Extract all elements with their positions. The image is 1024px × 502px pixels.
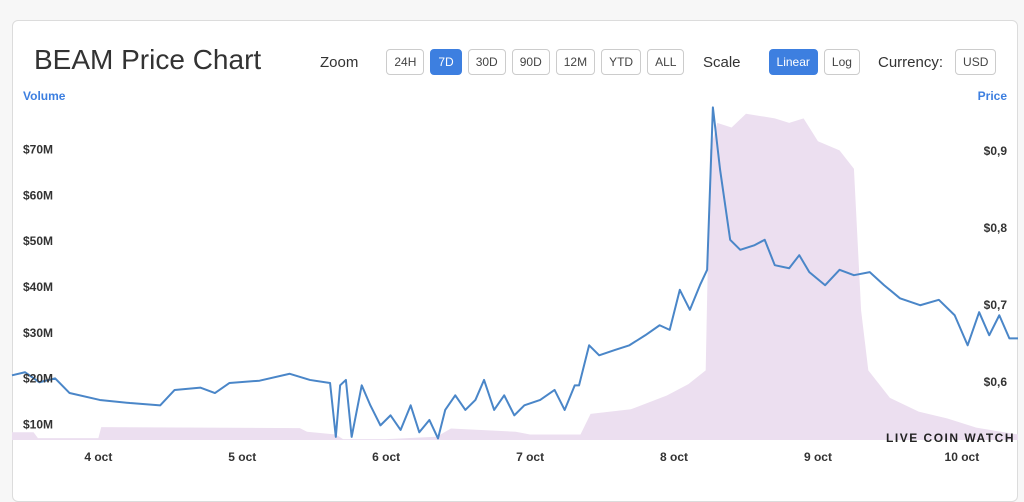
y-tick-label: $20M [23,372,53,386]
x-tick-label: 7 oct [516,450,544,464]
scale-button[interactable]: Linear [768,49,818,75]
y-tick-label: $70M [23,143,53,157]
y2-tick-label: $0,8 [984,221,1008,235]
zoom-group: Zoom 24H 7D 30D 90D 12M YTD ALL [320,49,685,75]
x-tick-label: 6 oct [372,450,400,464]
y-tick-label: $60M [23,188,53,202]
y-axis-title: Volume [23,89,66,103]
scale-group: Scale Linear Log [703,49,860,75]
volume-area [12,113,1018,440]
zoom-button[interactable]: ALL [647,49,685,75]
x-tick-label: 9 oct [804,450,832,464]
x-tick-label: 10 oct [945,450,980,464]
x-tick-label: 5 oct [228,450,256,464]
zoom-button[interactable]: 7D [430,49,462,75]
price-line [11,106,1018,440]
currency-label: Currency: [878,53,944,71]
y2-axis-title: Price [978,89,1008,103]
zoom-button[interactable]: 90D [511,49,550,75]
chart-title: BEAM Price Chart [34,44,262,75]
watermark: LIVE COIN WATCH [886,431,1015,445]
y2-tick-label: $0,9 [984,144,1008,158]
y-tick-label: $50M [23,234,53,248]
y2-tick-label: $0,7 [984,298,1008,312]
y-tick-label: $40M [23,280,53,294]
y-tick-label: $10M [23,418,53,432]
zoom-button[interactable]: 24H [386,49,425,75]
x-tick-label: 4 oct [84,450,112,464]
currency-button[interactable]: USD [955,49,997,75]
page: BEAM Price Chart Zoom 24H 7D 30D 90D 12M YTD AL… [11,20,1018,502]
chart: $10M $20M $30M $40M $50M $60M $70M $0,6 $0,7 $0,8… [11,89,1018,464]
y-tick-label: $30M [23,326,53,340]
scale-button[interactable]: Log [823,49,860,75]
zoom-label: Zoom [320,53,359,71]
y2-tick-label: $0,6 [984,375,1008,389]
currency-group: Currency: USD [878,49,997,75]
zoom-button[interactable]: YTD [601,49,642,75]
x-tick-label: 8 oct [660,450,688,464]
zoom-button[interactable]: 12M [555,49,596,75]
zoom-button[interactable]: 30D [467,49,506,75]
scale-label: Scale [703,53,741,71]
